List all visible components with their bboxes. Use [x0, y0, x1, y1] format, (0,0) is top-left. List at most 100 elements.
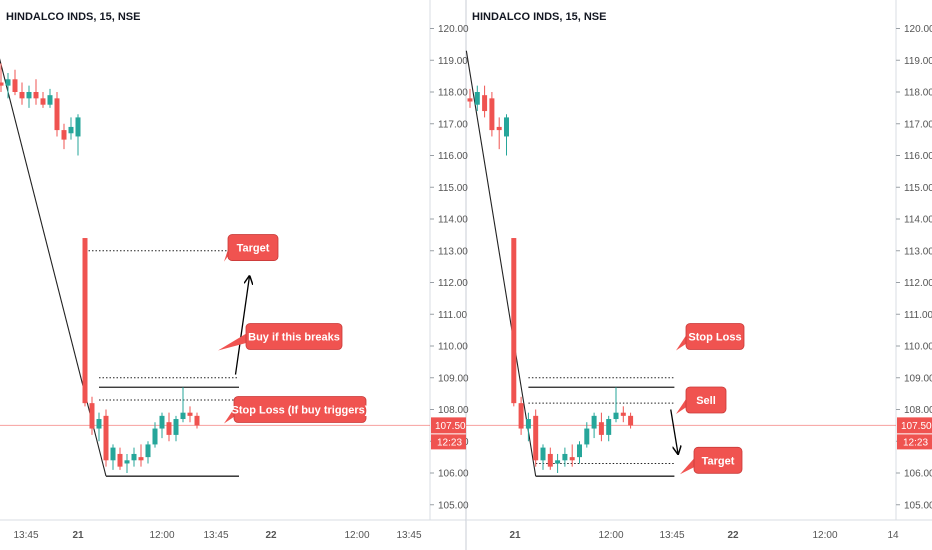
callout-pointer	[680, 456, 696, 475]
callout[interactable]: Target	[224, 234, 279, 262]
candle-body	[591, 415, 597, 429]
candle	[606, 415, 612, 442]
time-tick-label: 13:45	[13, 530, 38, 541]
candle	[591, 412, 597, 439]
price-tick-label: 105.00	[904, 500, 932, 511]
callout-label: Stop Loss (If buy triggers)	[232, 405, 369, 417]
candle	[5, 72, 11, 99]
candle	[482, 85, 488, 118]
time-tick-label: 14	[887, 530, 899, 541]
candle	[89, 396, 95, 435]
countdown-badge	[431, 434, 466, 450]
callout[interactable]: Buy if this breaks	[218, 323, 343, 351]
candle	[82, 238, 88, 407]
candle	[152, 422, 158, 448]
candle-body	[194, 415, 200, 426]
price-tick-label: 115.00	[438, 183, 468, 194]
candle	[96, 412, 102, 442]
time-tick-label: 12:00	[812, 530, 837, 541]
candle	[547, 447, 553, 470]
candle-body	[110, 447, 116, 461]
candle	[40, 92, 46, 108]
callout-label: Target	[237, 243, 270, 255]
candle	[540, 444, 546, 470]
time-tick-label: 21	[509, 530, 521, 541]
candle-body	[75, 117, 81, 137]
candle-body	[555, 460, 561, 464]
price-tick-label: 116.00	[438, 151, 468, 162]
trend-line	[465, 50, 537, 477]
trend-line	[0, 58, 107, 477]
candle-body	[68, 126, 74, 134]
price-tick-label: 113.00	[438, 246, 468, 257]
price-tick-label: 116.00	[904, 151, 932, 162]
candle	[489, 92, 495, 137]
last-price-badge	[431, 417, 466, 434]
candle-body	[540, 447, 546, 461]
candle	[598, 412, 604, 442]
candle	[467, 88, 473, 108]
candle-body	[96, 419, 102, 429]
candle	[194, 412, 200, 429]
left-chart-pane[interactable]: HINDALCO INDS, 15, NSE 120.00 119.00 118.00…	[0, 0, 469, 550]
candle-body	[613, 412, 619, 420]
callout[interactable]: Stop Loss	[676, 323, 745, 351]
price-tick-label: 111.00	[904, 310, 932, 321]
candle	[504, 114, 509, 156]
candle-body	[152, 428, 158, 445]
candle-body	[187, 412, 193, 416]
time-tick-label: 13:45	[396, 530, 421, 541]
callout-label: Stop Loss	[688, 331, 741, 343]
right-chart-pane[interactable]: HINDALCO INDS, 15, NSE 120.00 119.00 118.00…	[465, 0, 932, 541]
chart-title: HINDALCO INDS, 15, NSE	[6, 11, 140, 23]
candle-body	[577, 444, 582, 458]
callout[interactable]: Target	[680, 446, 743, 475]
candle	[131, 447, 137, 467]
callout-label: Target	[702, 455, 735, 467]
candle	[110, 444, 116, 470]
price-tick-label: 120.00	[904, 24, 932, 35]
price-tick-label: 112.00	[438, 278, 468, 289]
candle-body	[19, 92, 25, 99]
direction-arrow	[234, 276, 250, 375]
candle-body	[145, 444, 151, 458]
candle-body	[173, 419, 179, 435]
candle-body	[82, 238, 88, 404]
candle-body	[40, 98, 46, 105]
callout-label: Sell	[696, 395, 716, 407]
candle	[117, 447, 123, 470]
candle-body	[533, 415, 539, 461]
candle	[54, 92, 60, 137]
candle-body	[47, 95, 53, 105]
candle	[47, 88, 53, 108]
time-tick-label: 12:00	[149, 530, 174, 541]
candle-body	[159, 415, 165, 429]
callout[interactable]: Stop Loss (If buy triggers)	[224, 396, 369, 424]
candle-body	[124, 460, 130, 464]
candle	[613, 387, 619, 423]
candle-body	[5, 79, 11, 86]
time-tick-label: 12:00	[598, 530, 623, 541]
candle-body	[103, 415, 109, 461]
candle	[124, 453, 130, 473]
candle	[496, 117, 502, 150]
candle-body	[496, 126, 502, 131]
callout-box	[685, 386, 727, 414]
price-tick-label: 118.00	[904, 88, 932, 99]
callout[interactable]: Sell	[676, 386, 727, 414]
candle	[159, 412, 165, 439]
candle	[19, 82, 25, 105]
candle	[68, 117, 74, 140]
callout-pointer	[676, 332, 688, 351]
candle	[0, 63, 4, 92]
time-tick-label: 13:45	[203, 530, 228, 541]
price-tick-label: 109.00	[438, 373, 469, 384]
time-tick-label: 12:00	[344, 530, 369, 541]
candle-body	[504, 117, 509, 137]
candle	[61, 123, 67, 150]
callout-box	[685, 323, 745, 350]
callout-box	[245, 323, 343, 350]
price-tick-label: 118.00	[438, 88, 468, 99]
